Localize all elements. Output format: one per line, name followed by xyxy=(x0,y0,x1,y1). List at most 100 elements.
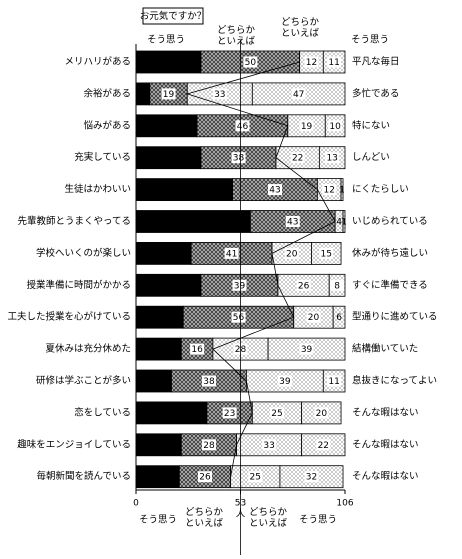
value-label: 49 xyxy=(179,186,191,196)
right-label: そんな暇はない xyxy=(352,471,419,482)
value-label: 6 xyxy=(336,313,342,323)
category-label: 毎朝新聞を読んでいる xyxy=(36,470,131,482)
label-bg xyxy=(304,471,319,483)
right-label: 型通りに進めている xyxy=(352,311,438,323)
category-label: 先輩教師とうまくやってる xyxy=(17,215,131,227)
value-label: 16 xyxy=(191,345,203,355)
category-label: 夏休みは充分休めた xyxy=(45,343,131,355)
label-bg xyxy=(306,311,321,323)
value-label: 47 xyxy=(293,90,304,100)
value-label: 33 xyxy=(163,58,174,68)
value-label: 4 xyxy=(336,218,342,228)
label-bg xyxy=(285,216,300,227)
value-label: 43 xyxy=(269,186,280,196)
right-label: いじめられている xyxy=(352,216,428,227)
x-tick-label: 106 xyxy=(336,499,353,509)
value-label: 13 xyxy=(326,154,337,164)
category-label: 充実している xyxy=(74,151,131,163)
right-label: 息抜きになってよい xyxy=(352,375,437,387)
value-label: 26 xyxy=(199,473,211,483)
value-label: 28 xyxy=(158,249,170,259)
value-label: 33 xyxy=(263,441,274,451)
right-label: しんどい xyxy=(352,152,390,163)
label-bg xyxy=(284,247,299,259)
category-label: 恋をしている xyxy=(74,406,131,418)
value-label: 20 xyxy=(308,313,320,323)
title-box xyxy=(142,7,204,25)
value-label: 39 xyxy=(234,281,246,291)
value-label: 22 xyxy=(292,154,303,164)
value-label: 20 xyxy=(316,409,328,419)
value-label: 12 xyxy=(323,186,334,196)
category-label: 研修は学ぶことが多い xyxy=(36,375,131,387)
label-bg xyxy=(328,120,343,132)
category-label: 生徒はかわいい xyxy=(64,183,131,195)
category-label: 授業準備に時間がかかる xyxy=(26,279,131,291)
category-label: メリハリがある xyxy=(64,56,131,68)
label-bg xyxy=(198,471,213,483)
value-label: 19 xyxy=(163,90,175,100)
value-label: 25 xyxy=(250,473,261,483)
value-label: 7 xyxy=(140,90,146,100)
value-label: 10 xyxy=(329,122,341,132)
category-label: 工夫した授業を心がけている xyxy=(7,311,131,323)
label-bg xyxy=(314,407,329,419)
value-label: 46 xyxy=(237,122,249,132)
label-bg xyxy=(325,152,340,164)
value-label: 11 xyxy=(328,377,339,387)
label-bg xyxy=(291,88,306,100)
right-label: すぐに準備できる xyxy=(352,279,428,291)
value-label: 18 xyxy=(148,377,160,387)
label-bg xyxy=(224,247,239,259)
bar-segment xyxy=(342,210,346,233)
category-label: 学校へいくのが楽しい xyxy=(36,247,131,259)
value-label: 11 xyxy=(328,58,339,68)
label-bg xyxy=(299,120,314,132)
label-bg xyxy=(299,343,314,355)
label-bg xyxy=(327,375,342,387)
value-label: 33 xyxy=(214,90,225,100)
value-label: 22 xyxy=(152,473,163,483)
value-label: 41 xyxy=(226,249,237,259)
label-bg xyxy=(190,343,205,355)
bar-segment xyxy=(332,305,346,329)
right-label: 結構働いていた xyxy=(352,343,418,355)
category-label: 余裕がある xyxy=(83,87,131,99)
category-label: 悩みがある xyxy=(83,119,131,131)
value-label: 58 xyxy=(187,218,199,228)
value-label: 1 xyxy=(341,218,347,228)
cumulative-line xyxy=(185,61,336,477)
right-label: そんな暇はない xyxy=(352,439,419,450)
right-label: 休みが待ち遠しい xyxy=(352,247,428,259)
label-bg xyxy=(231,311,246,323)
value-label: 15 xyxy=(321,249,332,259)
value-label: 23 xyxy=(153,345,164,355)
right-label: 多忙である xyxy=(352,87,399,99)
label-bg xyxy=(277,375,292,387)
label-bg xyxy=(201,439,216,451)
value-label: 39 xyxy=(301,345,313,355)
label-bg xyxy=(262,439,277,451)
value-label: 12 xyxy=(306,58,317,68)
value-label: 38 xyxy=(233,154,245,164)
x-unit: 人 xyxy=(236,509,246,520)
label-bg xyxy=(222,407,237,419)
right-label: 特にない xyxy=(352,119,390,131)
value-label: 25 xyxy=(271,409,282,419)
series-label: そう思う xyxy=(139,515,177,526)
series-label: どちらかといえば xyxy=(281,17,320,39)
chart-title: お元気ですか？ xyxy=(140,10,207,22)
label-bg xyxy=(235,120,250,132)
value-label: 8 xyxy=(334,281,340,291)
value-label: 33 xyxy=(163,281,174,291)
value-label: 38 xyxy=(203,377,215,387)
label-bg xyxy=(201,375,216,387)
value-label: 22 xyxy=(318,441,329,451)
label-bg xyxy=(212,88,227,100)
label-bg xyxy=(248,471,263,483)
value-label: 50 xyxy=(245,58,257,68)
label-bg xyxy=(322,184,337,196)
value-label: 33 xyxy=(163,154,174,164)
right-label: にくたらしい xyxy=(352,184,409,195)
value-label: 31 xyxy=(161,122,172,132)
